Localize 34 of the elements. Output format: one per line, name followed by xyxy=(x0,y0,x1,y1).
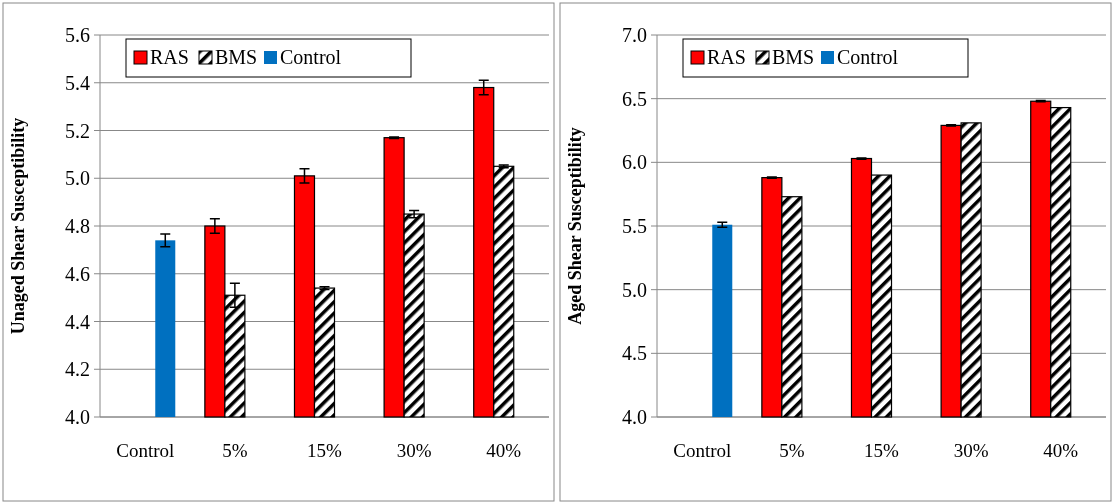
legend-label: RAS xyxy=(707,46,746,68)
legend-label: BMS xyxy=(215,46,258,68)
y-tick-label: 4.5 xyxy=(622,342,647,365)
y-tick-label: 6.0 xyxy=(622,151,647,174)
y-tick-label: 4.0 xyxy=(65,406,90,428)
x-tick-label: Control xyxy=(673,440,732,461)
x-tick-label: 15% xyxy=(864,440,900,461)
y-tick-label: 5.0 xyxy=(65,167,90,190)
y-tick-label: 4.2 xyxy=(65,358,90,381)
legend-label: Control xyxy=(837,46,899,68)
legend-label: BMS xyxy=(772,46,815,68)
x-tick-label: Control xyxy=(116,440,175,461)
y-tick-label: 6.5 xyxy=(622,87,647,110)
x-tick-label: 30% xyxy=(953,440,989,461)
y-tick-label: 4.6 xyxy=(65,262,90,285)
y-tick-label: 5.6 xyxy=(65,24,90,46)
y-axis-title: Unaged Shear Susceptibility xyxy=(8,117,28,335)
x-tick-label: 5% xyxy=(222,440,248,461)
y-axis-title: Aged Shear Susceptibility xyxy=(565,127,585,325)
x-tick-label: 30% xyxy=(396,440,432,461)
x-tick-label: 5% xyxy=(779,440,805,461)
y-tick-label: 4.8 xyxy=(65,215,90,237)
y-tick-label: 4.0 xyxy=(622,406,647,428)
y-tick-label: 5.4 xyxy=(65,71,90,94)
y-tick-label: 7.0 xyxy=(622,24,647,46)
y-tick-label: 4.4 xyxy=(65,310,90,333)
y-tick-label: 5.5 xyxy=(622,215,647,237)
x-tick-label: 40% xyxy=(1043,440,1079,461)
y-tick-label: 5.2 xyxy=(65,119,90,142)
legend-label: Control xyxy=(280,46,342,68)
x-tick-label: 40% xyxy=(486,440,522,461)
legend-label: RAS xyxy=(150,46,189,68)
x-tick-label: 15% xyxy=(307,440,343,461)
y-tick-label: 5.0 xyxy=(622,278,647,301)
